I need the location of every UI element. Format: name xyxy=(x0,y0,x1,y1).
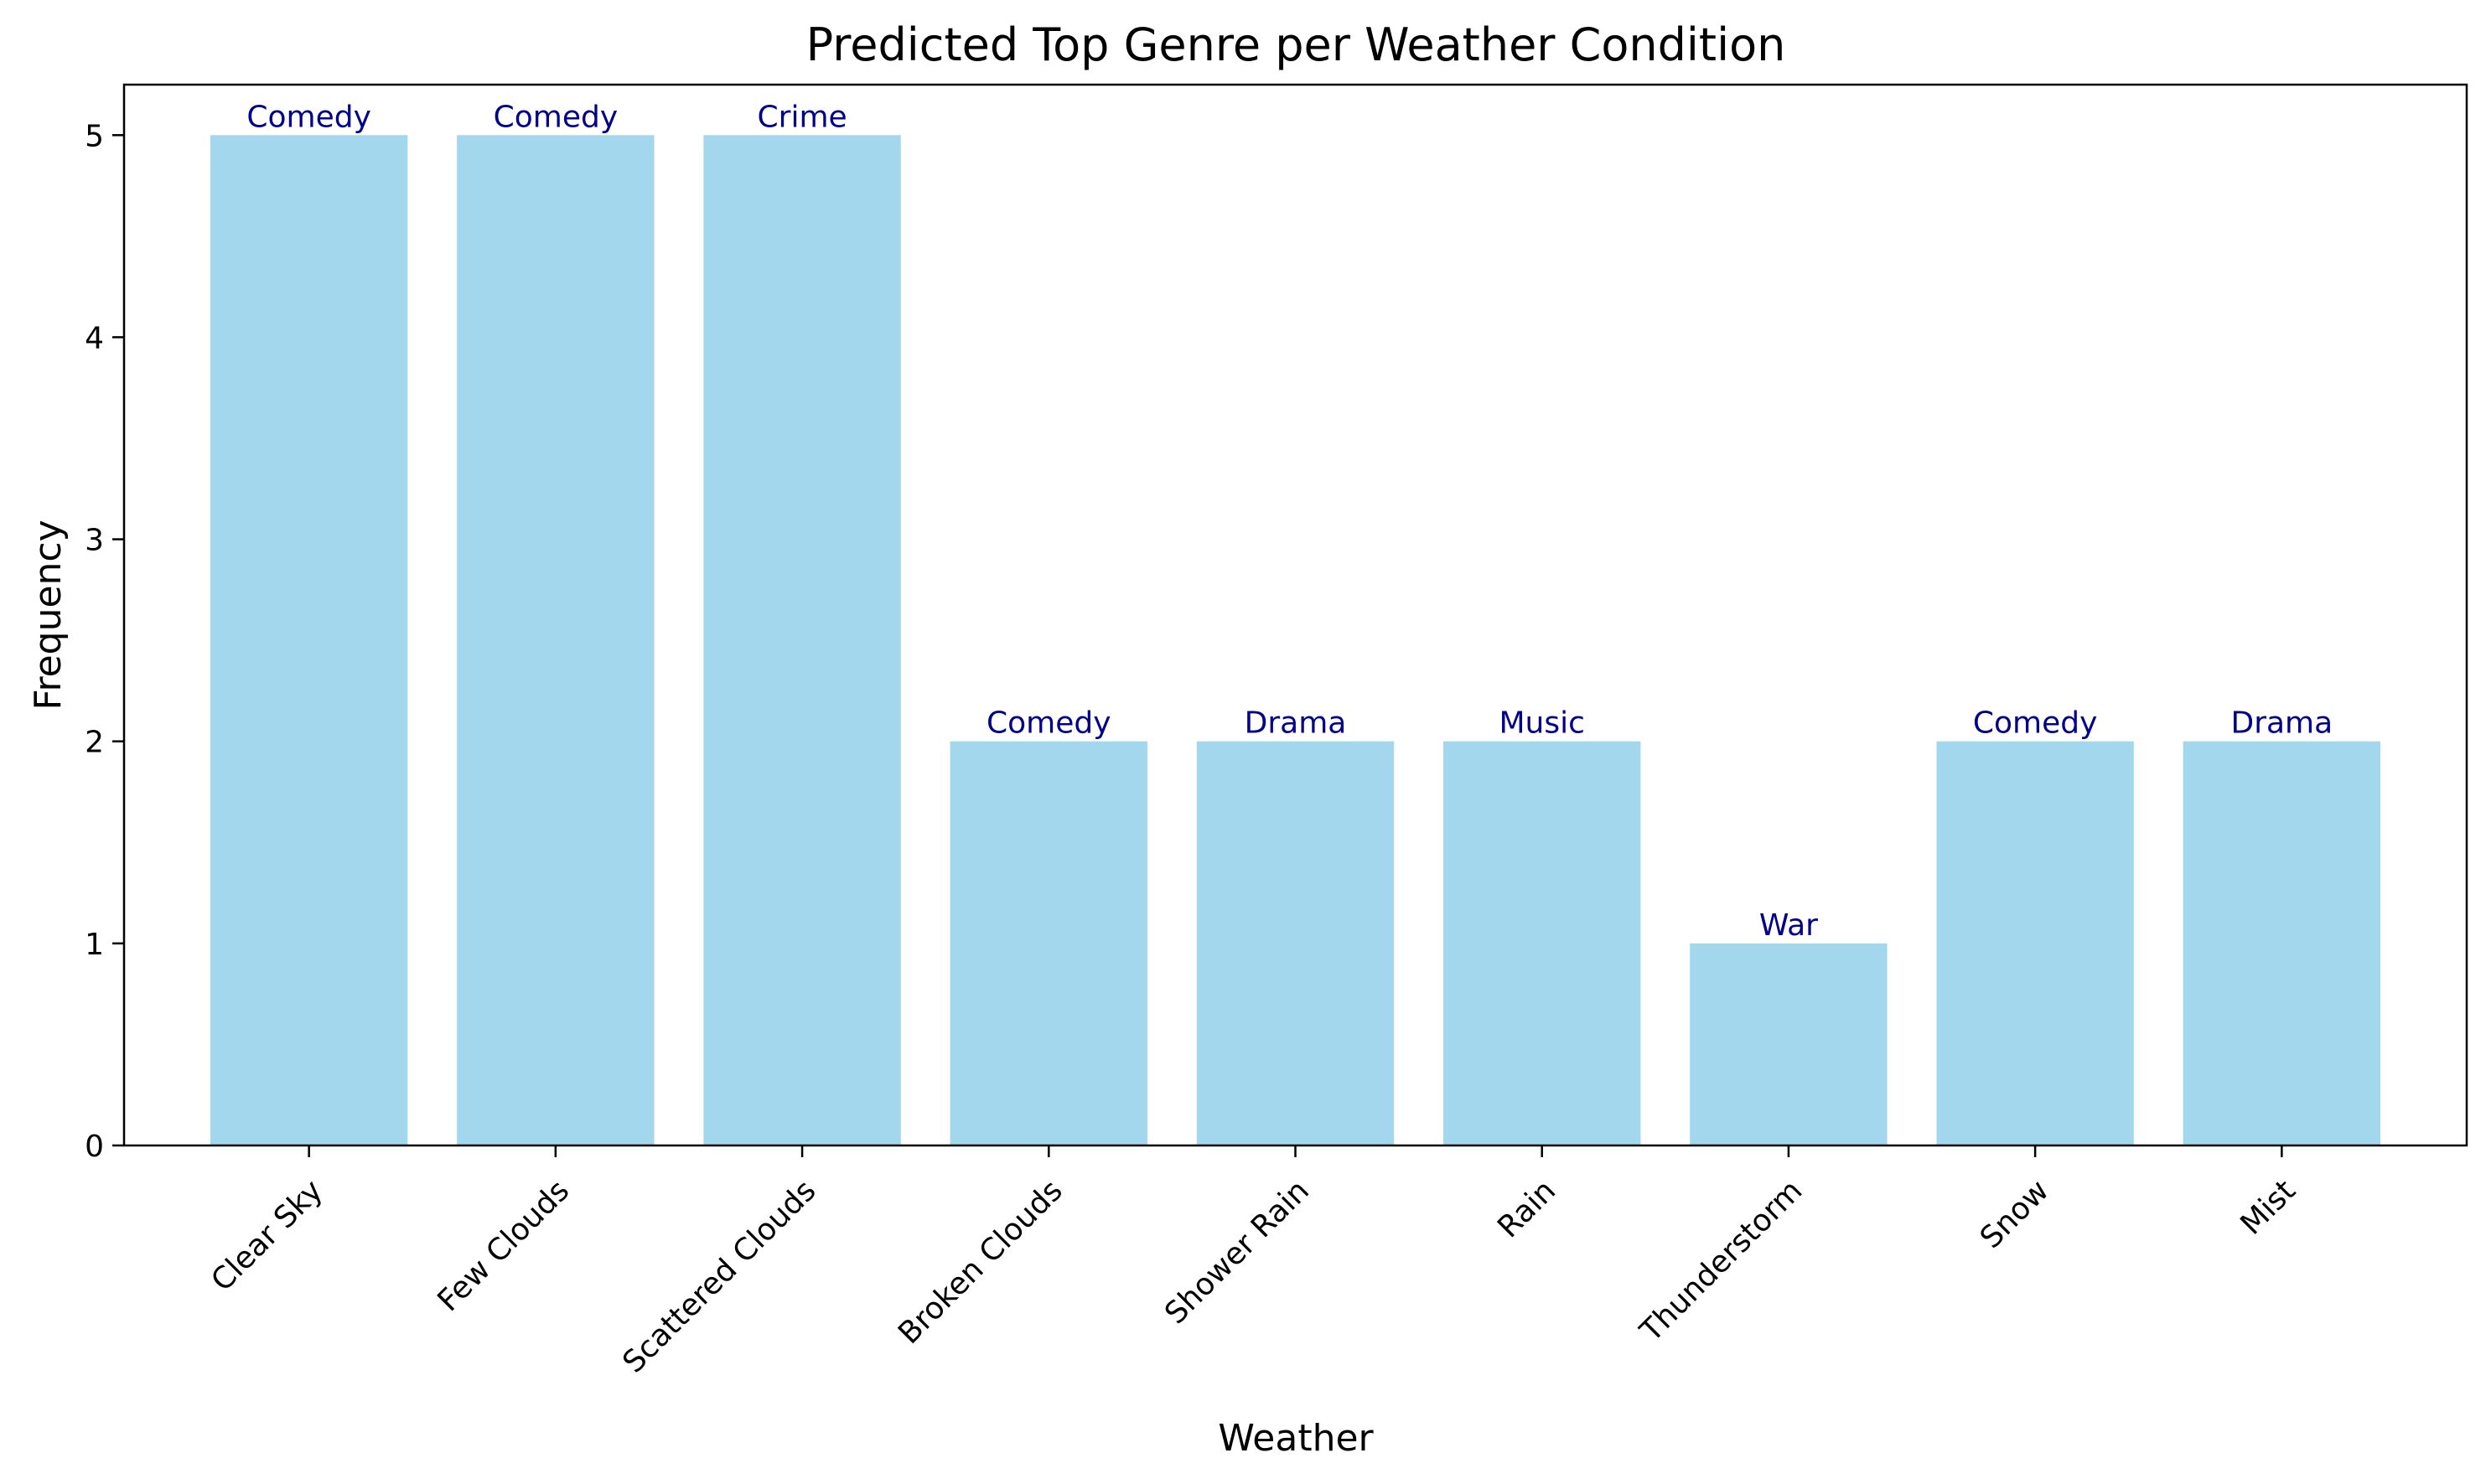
bar xyxy=(703,135,901,1145)
x-tick-label: Few Clouds xyxy=(432,1173,577,1318)
bar xyxy=(210,135,408,1145)
bar xyxy=(457,135,655,1145)
bar-data-label: Comedy xyxy=(987,706,1111,741)
y-tick-label: 3 xyxy=(85,524,104,558)
bar-data-label: Crime xyxy=(758,100,847,134)
bar-data-label: Comedy xyxy=(246,100,371,134)
y-tick-label: 2 xyxy=(85,726,104,760)
x-axis-label: Weather xyxy=(1218,1417,1374,1460)
bar-data-label: War xyxy=(1759,908,1818,943)
bar-data-label: Comedy xyxy=(1973,706,2098,741)
x-tick-label: Shower Rain xyxy=(1158,1173,1316,1331)
x-tick-label: Broken Clouds xyxy=(892,1173,1069,1351)
plot-area: Comedy Clear Sky Comedy Few Clouds Crime Scat… xyxy=(85,100,2381,1380)
y-tick-label: 1 xyxy=(85,928,104,962)
plot-frame xyxy=(122,83,2468,1147)
x-tick-label: Mist xyxy=(2235,1173,2302,1241)
bar xyxy=(1196,741,1395,1145)
bar xyxy=(1690,943,1888,1145)
bar xyxy=(950,741,1147,1145)
bar-data-label: Comedy xyxy=(494,100,619,134)
y-tick-label: 4 xyxy=(85,321,104,355)
bar xyxy=(1443,741,1641,1145)
x-tick-label: Snow xyxy=(1974,1173,2056,1255)
x-tick-label: Thunderstorm xyxy=(1634,1173,1810,1349)
x-tick-label: Scattered Clouds xyxy=(616,1173,822,1379)
x-tick-label: Rain xyxy=(1491,1173,1562,1244)
bar xyxy=(1936,741,2134,1145)
chart-title: Predicted Top Genre per Weather Conditio… xyxy=(806,18,1786,71)
bar xyxy=(2183,741,2381,1145)
y-axis-label: Frequency xyxy=(27,520,70,710)
y-tick-label: 5 xyxy=(85,119,104,153)
y-tick-label: 0 xyxy=(85,1130,104,1164)
bar-data-label: Drama xyxy=(2230,706,2333,741)
bar-data-label: Music xyxy=(1499,706,1584,741)
x-tick-label: Clear Sky xyxy=(205,1173,329,1298)
bar-data-label: Drama xyxy=(1245,706,1347,741)
